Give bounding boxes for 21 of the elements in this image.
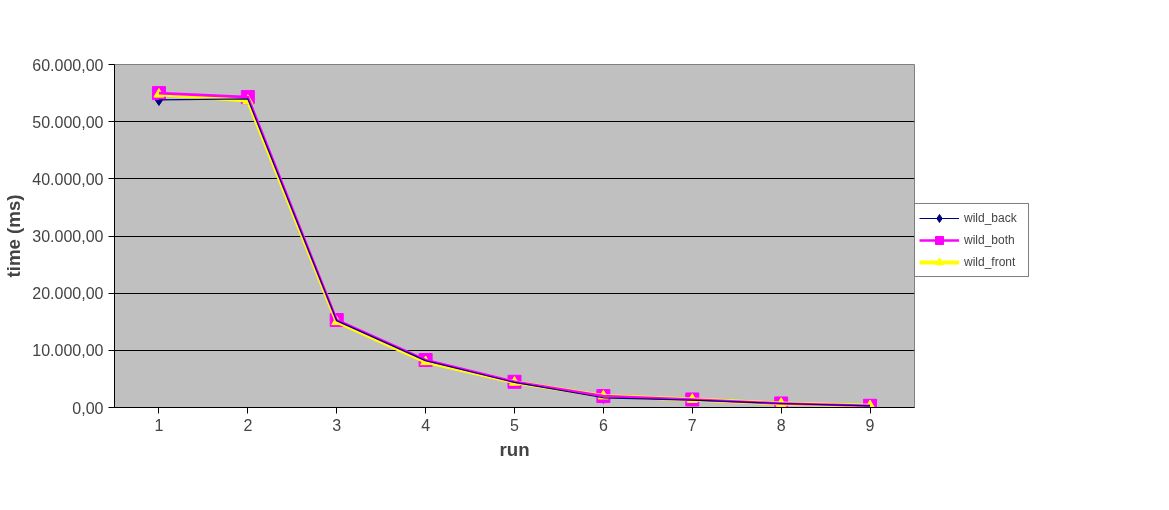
y-tick-label: 40.000,00	[32, 170, 104, 188]
y-tick-label: 10.000,00	[32, 342, 104, 360]
x-tick-label: 3	[332, 416, 342, 434]
x-tick-label: 1	[154, 416, 164, 434]
x-tick-label: 8	[776, 416, 786, 434]
legend-label: wild_both	[964, 233, 1016, 247]
y-tick-label: 50.000,00	[32, 113, 104, 131]
y-axis-title: time (ms)	[3, 194, 25, 278]
x-tick-label: 7	[687, 416, 697, 434]
legend-label: wild_front	[964, 255, 1017, 269]
x-tick-label: 2	[243, 416, 253, 434]
x-axis-title: run	[499, 438, 530, 460]
y-tick-label: 0,00	[72, 399, 104, 417]
y-tick-label: 30.000,00	[32, 228, 104, 245]
x-tick-label: 4	[421, 416, 431, 434]
y-tick-label: 20.000,00	[32, 285, 104, 303]
y-tick-label: 60.000,00	[32, 56, 104, 74]
legend-label: wild_back	[964, 211, 1018, 225]
x-tick-label: 9	[865, 416, 875, 434]
x-tick-label: 5	[510, 416, 520, 434]
x-tick-label: 6	[598, 416, 608, 434]
